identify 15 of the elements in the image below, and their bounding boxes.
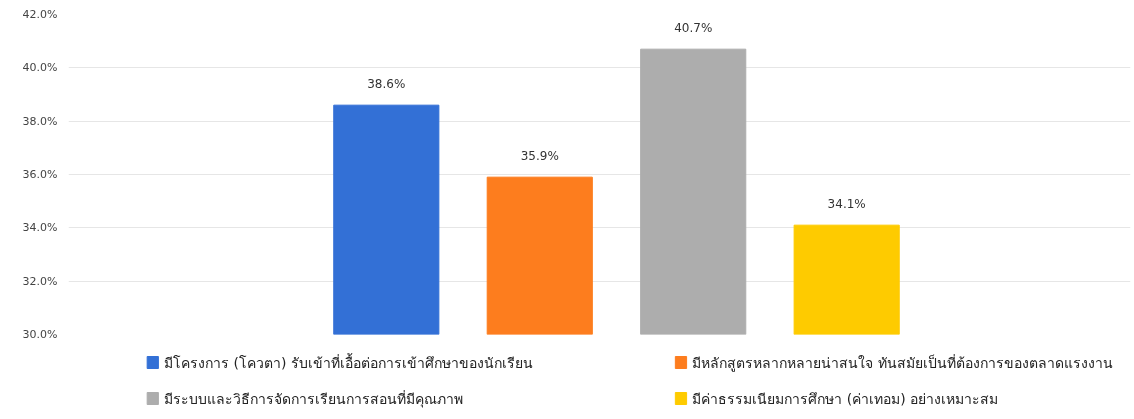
data-label: 38.6% (367, 77, 406, 92)
y-tick-label: 32.0% (22, 274, 58, 288)
legend-label: มีค่าธรรมเนียมการศึกษา (ค่าเทอม) อย่างเหมาะสม (692, 390, 999, 407)
y-tick-label: 34.0% (22, 221, 58, 235)
legend-label: มีโครงการ (โควตา) รับเข้าที่เอื้อต่อการเข้าศึกษาของนักเรียน (164, 352, 533, 371)
y-tick-label: 42.0% (22, 8, 58, 21)
y-tick-label: 38.0% (22, 114, 58, 128)
data-label: 40.7% (674, 21, 713, 36)
legend-label: มีหลักสูตรหลากหลายน่าสนใจ ทันสมัยเป็นที่ต้องการของตลาดแรงงาน (692, 353, 1113, 372)
data-label: 35.9% (520, 149, 559, 164)
y-tick-label: 40.0% (22, 61, 58, 75)
legend-label: มีระบบและวิธีการจัดการเรียนการสอนที่มีคุณภาพ (164, 389, 464, 408)
y-tick-label: 30.0% (22, 327, 58, 341)
data-label: 34.1% (827, 197, 866, 212)
y-tick-label: 36.0% (22, 168, 58, 181)
